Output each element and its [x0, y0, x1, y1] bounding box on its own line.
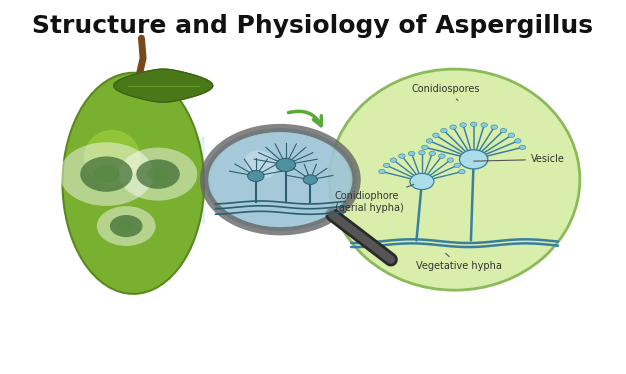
Circle shape: [515, 139, 521, 143]
Circle shape: [470, 122, 477, 126]
Circle shape: [422, 145, 428, 150]
Text: Vesicle: Vesicle: [474, 154, 565, 164]
Polygon shape: [190, 136, 204, 224]
Circle shape: [119, 148, 197, 200]
Circle shape: [447, 158, 454, 162]
Circle shape: [508, 133, 515, 138]
Circle shape: [419, 150, 425, 155]
Circle shape: [97, 206, 156, 246]
Ellipse shape: [329, 69, 580, 290]
Ellipse shape: [63, 73, 204, 294]
Circle shape: [500, 128, 506, 133]
Circle shape: [93, 165, 120, 183]
Circle shape: [303, 175, 317, 184]
Circle shape: [450, 125, 456, 129]
Circle shape: [204, 128, 357, 231]
Circle shape: [59, 142, 153, 206]
Circle shape: [383, 163, 390, 168]
Circle shape: [118, 221, 135, 232]
Polygon shape: [114, 69, 213, 102]
Circle shape: [441, 128, 447, 133]
Ellipse shape: [84, 130, 140, 185]
Circle shape: [459, 169, 465, 174]
Circle shape: [433, 133, 439, 138]
Circle shape: [110, 215, 143, 237]
Circle shape: [390, 158, 397, 162]
Circle shape: [147, 167, 169, 181]
Circle shape: [481, 123, 488, 127]
Text: Vegetative hypha: Vegetative hypha: [416, 253, 502, 271]
Circle shape: [379, 169, 385, 174]
Ellipse shape: [245, 150, 277, 178]
Text: Conidiospores: Conidiospores: [411, 85, 480, 101]
Circle shape: [439, 154, 445, 158]
Circle shape: [399, 154, 405, 158]
Circle shape: [426, 139, 433, 143]
Circle shape: [80, 156, 133, 192]
Circle shape: [410, 174, 434, 190]
Circle shape: [248, 171, 264, 181]
Circle shape: [491, 125, 498, 129]
Text: Structure and Physiology of Aspergillus: Structure and Physiology of Aspergillus: [33, 14, 593, 38]
Circle shape: [210, 132, 351, 227]
Text: Conidiophore
(aerial hypha): Conidiophore (aerial hypha): [335, 184, 414, 212]
Circle shape: [276, 158, 295, 172]
Circle shape: [454, 163, 461, 168]
Circle shape: [460, 123, 466, 127]
Circle shape: [408, 151, 415, 156]
Circle shape: [136, 159, 180, 189]
Circle shape: [429, 151, 436, 156]
Circle shape: [519, 145, 526, 150]
Circle shape: [459, 150, 488, 169]
